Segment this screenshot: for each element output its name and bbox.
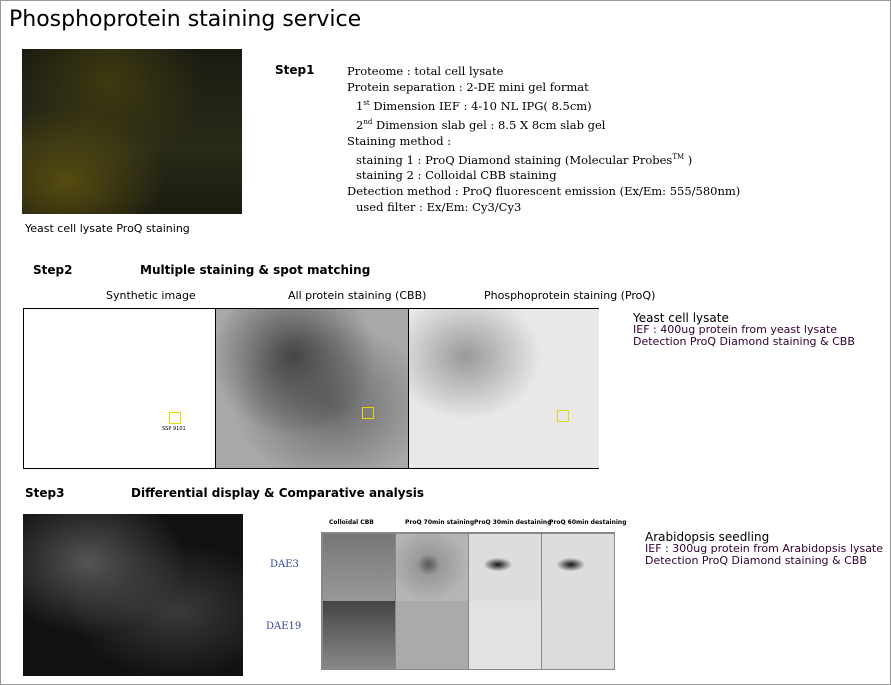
info-line: Detection ProQ Diamond staining & CBB xyxy=(633,335,855,348)
arabidopsis-gel-image xyxy=(23,514,243,676)
page-title: Phosphoprotein staining service xyxy=(9,7,362,32)
detail-line: 1st Dimension IEF : 4-10 NL IPG( 8.5cm) xyxy=(347,95,740,114)
detail-line: Proteome : total cell lysate xyxy=(347,64,504,78)
detail-line: Detection method : ProQ fluorescent emis… xyxy=(347,184,741,199)
text: Dimension slab gel : 8.5 X 8cm slab gel xyxy=(375,117,606,132)
detail-line: 2nd Dimension slab gel : 8.5 X 8cm slab … xyxy=(347,114,740,133)
proq-gel-image xyxy=(408,309,599,468)
row-label: DAE19 xyxy=(266,621,302,632)
comparison-grid xyxy=(321,532,615,670)
panel xyxy=(323,601,395,669)
arabidopsis-info: Arabidopsis seedling IEF : 300ug protein… xyxy=(645,531,883,567)
row-label: DAE3 xyxy=(270,559,299,570)
panel xyxy=(396,601,468,669)
detail-line: Staining method : xyxy=(347,133,452,148)
panel xyxy=(323,534,395,602)
detail-line: staining 2 : Colloidal CBB staining xyxy=(356,168,557,183)
text: ) xyxy=(684,152,693,167)
detail-line: staining 1 : ProQ Diamond staining (Mole… xyxy=(347,149,740,168)
step1-label: Step1 xyxy=(275,63,315,77)
info-title: Arabidopsis seedling xyxy=(645,530,770,544)
yeast-proq-gel-image xyxy=(22,49,242,214)
gel-comparison-strip: SSP 9101 xyxy=(23,308,599,469)
yeast-gel-caption: Yeast cell lysate ProQ staining xyxy=(25,222,190,235)
yeast-info: Yeast cell lysate IEF : 400ug protein fr… xyxy=(633,312,855,348)
spot-highlight-box xyxy=(169,412,181,424)
tm: TM xyxy=(672,152,685,161)
step2-label: Step2 xyxy=(33,263,73,277)
panel xyxy=(542,601,614,669)
column-label: ProQ 30min destaining xyxy=(474,519,552,526)
column-label: ProQ 70min staining xyxy=(405,519,475,526)
info-line: IEF : 400ug protein from yeast lysate xyxy=(633,323,838,336)
panel xyxy=(469,534,541,602)
info-title: Yeast cell lysate xyxy=(633,311,729,325)
detail-line: Protein separation : 2-DE mini gel forma… xyxy=(347,80,589,94)
info-line: IEF : 300ug protein from Arabidopsis lys… xyxy=(645,542,884,555)
step1-details: Proteome : total cell lysate Protein sep… xyxy=(347,63,740,215)
caption-cbb: All protein staining (CBB) xyxy=(288,289,427,302)
panel xyxy=(396,534,468,602)
caption-proq: Phosphoprotein staining (ProQ) xyxy=(484,289,656,302)
text: Dimension IEF : 4-10 NL IPG( 8.5cm) xyxy=(373,98,592,113)
column-label: ProQ 60min destaining xyxy=(549,519,627,526)
info-line: Detection ProQ Diamond staining & CBB xyxy=(645,554,867,567)
column-label: Colloidal CBB xyxy=(329,519,374,526)
spot-highlight-box xyxy=(362,407,374,419)
spot-label: SSP 9101 xyxy=(162,426,186,432)
cbb-gel-image xyxy=(215,309,409,468)
step3-label: Step3 xyxy=(25,486,65,500)
prefix: 2 xyxy=(356,117,364,132)
panel xyxy=(542,534,614,602)
step3-heading: Differential display & Comparative analy… xyxy=(131,486,425,500)
text: staining 1 : ProQ Diamond staining (Mole… xyxy=(356,152,673,167)
spot-highlight-box xyxy=(557,410,569,422)
prefix: 1 xyxy=(356,98,364,113)
caption-synthetic: Synthetic image xyxy=(106,289,196,302)
synthetic-gel-image: SSP 9101 xyxy=(24,309,215,468)
sup: nd xyxy=(363,117,373,126)
sup: st xyxy=(363,99,370,107)
detail-line: used filter : Ex/Em: Cy3/Cy3 xyxy=(356,200,522,215)
panel xyxy=(469,601,541,669)
step2-heading: Multiple staining & spot matching xyxy=(140,263,371,277)
